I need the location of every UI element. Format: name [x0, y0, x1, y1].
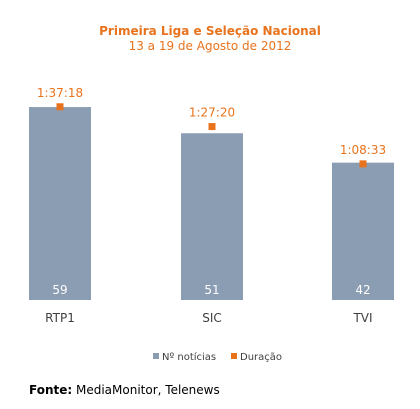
source-label: Fonte: — [29, 383, 73, 397]
source-text: MediaMonitor, Telenews — [72, 383, 220, 397]
bar-value-label: 59 — [52, 283, 67, 297]
duration-marker — [56, 103, 64, 111]
legend: Nº notícias Duração — [153, 351, 282, 363]
legend-swatch — [153, 353, 159, 359]
legend-swatch — [231, 353, 237, 359]
legend-label: Nº notícias — [162, 351, 216, 363]
duration-marker — [208, 123, 216, 131]
chart-subtitle: 13 a 19 de Agosto de 2012 — [129, 39, 292, 53]
duration-label: 1:27:20 — [189, 106, 235, 120]
category-label: RTP1 — [45, 311, 75, 325]
bar-rtp1 — [29, 107, 91, 300]
bar-sic — [181, 133, 243, 300]
chart-title: Primeira Liga e Seleção Nacional — [99, 24, 321, 38]
bar-value-label: 51 — [204, 283, 219, 297]
bar-value-label: 42 — [355, 283, 370, 297]
plot-area: 59 1:37:18 RTP1 51 1:27:20 SIC 42 1:08:33 TVI — [29, 86, 394, 325]
category-label: SIC — [202, 311, 222, 325]
bar-tvi — [332, 162, 394, 300]
legend-label: Duração — [240, 352, 282, 363]
duration-label: 1:08:33 — [340, 143, 386, 157]
category-label: TVI — [352, 311, 372, 325]
source-note: Fonte: MediaMonitor, Telenews — [29, 383, 220, 397]
duration-marker — [359, 160, 367, 168]
duration-label: 1:37:18 — [37, 86, 83, 100]
